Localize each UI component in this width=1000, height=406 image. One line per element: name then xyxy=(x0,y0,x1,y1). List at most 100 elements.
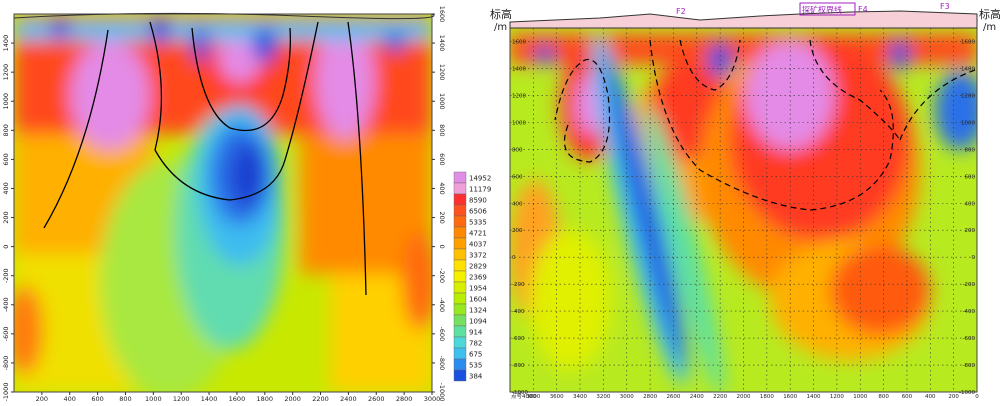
colorbar-level-label: 11179 xyxy=(469,186,491,194)
colorbar-level-label: 5335 xyxy=(469,219,487,227)
colorbar-level-label: 675 xyxy=(469,351,482,359)
right-y-tick-label-r: 0 xyxy=(972,255,976,261)
right-y-tick-label: 1600 xyxy=(512,39,526,45)
left-x-tick-label: 400 xyxy=(64,395,76,402)
left-elevation-unit: /m xyxy=(494,22,507,33)
left-x-tick-label: 2600 xyxy=(368,395,385,402)
right-y-tick-label: 1400 xyxy=(512,66,526,72)
colorbar-level-label: 4721 xyxy=(469,230,487,238)
colorbar-swatch xyxy=(453,336,467,349)
colorbar-level-label: 4037 xyxy=(469,241,487,249)
right-x-tick-label: 1200 xyxy=(830,394,844,400)
left-x-tick-label: 1400 xyxy=(201,395,218,402)
colorbar-level-label: 384 xyxy=(469,373,483,381)
right-topography xyxy=(509,10,978,29)
left-y-right-tick-label: 1200 xyxy=(438,64,446,81)
left-y-right-tick-label: -600 xyxy=(438,326,446,341)
right-y-tick-label-r: -400 xyxy=(963,309,976,315)
colorbar-level-label: 8590 xyxy=(469,197,487,205)
left-y-tick-label: -600 xyxy=(2,326,10,341)
left-y-tick-label: 1000 xyxy=(2,93,10,110)
colorbar-swatch xyxy=(453,369,467,382)
right-x-tick-label: 600 xyxy=(902,394,913,400)
right-x-tick-label: 点号4000 xyxy=(511,393,536,400)
right-y-tick-label-r: -600 xyxy=(963,336,976,342)
right-y-tick-label: -400 xyxy=(512,309,525,315)
colorbar-swatch xyxy=(453,171,467,184)
left-y-tick-label: -400 xyxy=(2,297,10,312)
right-x-tick-label: 2200 xyxy=(713,394,727,400)
colorbar-level-label: 6506 xyxy=(469,208,487,216)
fault-label-f2: F2 xyxy=(676,7,686,16)
left-heatmap xyxy=(14,14,432,392)
left-y-right-tick-label: 1600 xyxy=(438,6,446,23)
colorbar-level-label: 914 xyxy=(469,329,483,337)
left-y-right-tick-label: 800 xyxy=(438,124,446,136)
left-x-tick-label: 1800 xyxy=(257,395,274,402)
colorbar-level-label: 3372 xyxy=(469,252,487,260)
right-y-tick-label: 1200 xyxy=(512,93,526,99)
right-y-tick-label: 400 xyxy=(512,201,523,207)
left-y-tick-label: 400 xyxy=(2,182,10,194)
colorbar-swatch xyxy=(453,193,467,206)
right-y-tick-label: 200 xyxy=(512,228,523,234)
right-y-tick-label-r: 400 xyxy=(965,201,976,207)
right-y-tick-label: 0 xyxy=(512,255,516,261)
right-x-tick-label: 1600 xyxy=(783,394,797,400)
left-x-tick-label: 2200 xyxy=(312,395,329,402)
colorbar-swatch xyxy=(453,204,467,217)
left-y-right-tick-label: 400 xyxy=(438,182,446,194)
right-y-tick-label-r: -1000 xyxy=(959,390,975,396)
right-y-tick-label: -600 xyxy=(512,336,525,342)
right-y-tick-label-r: -200 xyxy=(963,282,976,288)
license-boundary-label: 探矿权界线 xyxy=(802,5,842,15)
right-y-axis: 1600 1600 1400 1400 1200 1200 1000 1000 800 800 60… xyxy=(512,39,976,396)
right-y-tick-label-r: 1400 xyxy=(961,66,975,72)
right-y-tick-label: -800 xyxy=(512,363,525,369)
right-elevation-label: 标高 xyxy=(979,7,1000,21)
right-x-tick-label: 2000 xyxy=(737,394,751,400)
right-x-tick-label: 3200 xyxy=(596,394,610,400)
right-x-tick-label: 2600 xyxy=(666,394,680,400)
left-y-right-tick-label: 1000 xyxy=(438,93,446,110)
colorbar-swatch xyxy=(453,248,467,261)
left-x-axis: 200 400 600 800 1000 1200 1400 1600 1800 2000 2200… xyxy=(36,392,440,403)
right-y-tick-label: 600 xyxy=(512,174,523,180)
right-x-tick-label: 2400 xyxy=(690,394,704,400)
right-y-tick-label-r: 200 xyxy=(965,228,976,234)
colorbar-level-label: 2369 xyxy=(469,274,487,282)
right-heatmap xyxy=(510,28,977,392)
right-x-tick-label: 1800 xyxy=(760,394,774,400)
colorbar-swatch xyxy=(453,347,467,360)
colorbar-swatch xyxy=(453,259,467,272)
left-y-right-tick-label: -1000 xyxy=(438,383,446,402)
colorbar-level-label: 535 xyxy=(469,362,482,370)
colorbar-swatch xyxy=(453,182,467,195)
left-y-right-tick-label: 600 xyxy=(438,153,446,165)
right-x-tick-label: 0 xyxy=(975,394,979,400)
colorbar-level-label: 1094 xyxy=(469,318,487,326)
left-y-tick-label: 600 xyxy=(2,153,10,165)
colorbar-level-label: 1604 xyxy=(469,296,487,304)
left-x-tick-label: 2800 xyxy=(396,395,413,402)
left-y-axis: 1400 1200 1000 800 600 400 200 0 -200 -400 -600 -80… xyxy=(2,35,14,401)
colorbar-level-label: 2829 xyxy=(469,263,487,271)
colorbar-swatch xyxy=(453,314,467,327)
right-x-tick-label: 400 xyxy=(925,394,936,400)
right-y-tick-label-r: -800 xyxy=(963,363,976,369)
right-x-tick-label: 1000 xyxy=(853,394,867,400)
colorbar-swatch xyxy=(453,358,467,371)
right-x-tick-label: 800 xyxy=(878,394,889,400)
left-y-right-tick-label: 200 xyxy=(438,211,446,223)
colorbar-swatch xyxy=(453,325,467,338)
colorbar-level-label: 782 xyxy=(469,340,482,348)
right-x-tick-label: 200 xyxy=(948,394,959,400)
left-x-tick-label: 1000 xyxy=(145,395,162,402)
colorbar-level-label: 1954 xyxy=(469,285,487,293)
right-y-tick-label-r: 1200 xyxy=(961,93,975,99)
fault-label-f3: F3 xyxy=(940,2,950,11)
right-elevation-unit: /m xyxy=(983,22,996,33)
